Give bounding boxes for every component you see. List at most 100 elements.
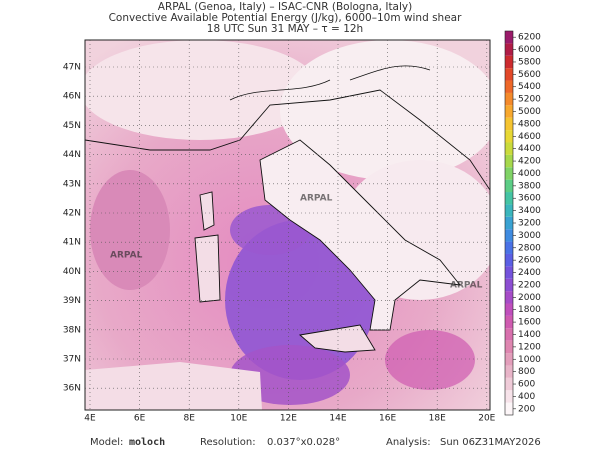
title-line: 18 UTC Sun 31 MAY – τ = 12h bbox=[207, 23, 363, 35]
colorbar-swatch bbox=[505, 68, 513, 81]
title-line: Convective Available Potential Energy (J… bbox=[109, 12, 463, 24]
sardinia bbox=[194, 234, 221, 303]
colorbar-label: 2000 bbox=[518, 293, 541, 303]
colorbar-swatch bbox=[505, 390, 513, 403]
lat-label: 37N bbox=[63, 355, 81, 365]
lat-label: 39N bbox=[63, 296, 81, 306]
lat-label: 47N bbox=[63, 63, 81, 73]
colorbar-swatch bbox=[505, 328, 513, 341]
colorbar-label: 1600 bbox=[518, 318, 541, 328]
colorbar-label: 200 bbox=[518, 404, 535, 414]
lon-label: 6E bbox=[134, 414, 146, 424]
colorbar-label: 2800 bbox=[518, 243, 541, 253]
footer-label: Model: bbox=[90, 437, 123, 448]
colorbar-swatch bbox=[505, 278, 513, 292]
colorbar-swatch bbox=[505, 80, 513, 93]
colorbar-label: 5200 bbox=[518, 95, 541, 105]
colorbar-swatch bbox=[505, 216, 513, 230]
colorbar-swatch bbox=[505, 142, 513, 155]
colorbar-swatch bbox=[505, 402, 513, 415]
colorbar-label: 1400 bbox=[518, 330, 541, 340]
lat-label: 38N bbox=[63, 325, 81, 335]
colorbar-label: 2600 bbox=[518, 256, 541, 266]
colorbar-swatch bbox=[505, 241, 513, 254]
lat-label: 42N bbox=[63, 209, 81, 219]
colorbar-label: 2400 bbox=[518, 268, 541, 278]
colorbar-swatch bbox=[505, 365, 513, 378]
footer-label: Resolution: bbox=[200, 437, 256, 448]
colorbar-label: 3800 bbox=[518, 181, 541, 191]
colorbar-swatch bbox=[505, 353, 513, 366]
field-patch bbox=[385, 330, 475, 390]
colorbar-label: 2200 bbox=[518, 280, 541, 290]
lon-label: 10E bbox=[230, 414, 247, 424]
colorbar-label: 4200 bbox=[518, 157, 541, 167]
colorbar-swatch bbox=[505, 179, 513, 193]
lon-label: 20E bbox=[478, 414, 495, 424]
corsica bbox=[199, 191, 215, 231]
lat-label: 43N bbox=[63, 179, 81, 189]
colorbar-swatch bbox=[505, 43, 513, 56]
watermark: ARPAL bbox=[110, 251, 143, 261]
colorbar-swatch bbox=[505, 105, 513, 118]
lat-label: 45N bbox=[63, 121, 81, 131]
map-frame bbox=[84, 39, 491, 411]
colorbar-label: 3000 bbox=[518, 231, 541, 241]
colorbar-swatch bbox=[505, 154, 513, 168]
footer-label: Analysis: bbox=[386, 437, 431, 448]
colorbar-swatch bbox=[505, 253, 513, 267]
africa-land bbox=[85, 362, 262, 410]
colorbar-label: 1000 bbox=[518, 355, 541, 365]
lat-label: 46N bbox=[63, 92, 81, 102]
colorbar-label: 3400 bbox=[518, 206, 541, 216]
colorbar-swatch bbox=[505, 291, 513, 304]
lat-label: 40N bbox=[63, 267, 81, 277]
colorbar-swatch bbox=[505, 303, 513, 316]
colorbar-swatch bbox=[505, 204, 513, 217]
lon-label: 8E bbox=[183, 414, 195, 424]
field-patch bbox=[90, 170, 170, 290]
colorbar: 200 400 600 800 1000 1200 1400 1600 1800 2000 2200… bbox=[504, 30, 541, 416]
colorbar-label: 3600 bbox=[518, 194, 541, 204]
lon-label: 14E bbox=[329, 414, 346, 424]
colorbar-label: 4000 bbox=[518, 169, 541, 179]
watermark: ARPAL bbox=[300, 194, 333, 204]
footer-value: 0.037°x0.028° bbox=[267, 437, 340, 448]
lon-label: 12E bbox=[280, 414, 297, 424]
lat-label: 44N bbox=[63, 150, 81, 160]
footer-value: moloch bbox=[129, 437, 165, 448]
lat-label: 41N bbox=[63, 238, 81, 248]
colorbar-frame bbox=[504, 30, 514, 416]
colorbar-label: 800 bbox=[518, 367, 535, 377]
colorbar-label: 4800 bbox=[518, 119, 541, 129]
colorbar-swatch bbox=[505, 31, 513, 44]
borders bbox=[229, 65, 431, 101]
colorbar-label: 600 bbox=[518, 380, 535, 390]
colorbar-label: 1800 bbox=[518, 305, 541, 315]
colorbar-label: 5000 bbox=[518, 107, 541, 117]
footer-value: Sun 06Z31MAY2026 bbox=[440, 437, 541, 448]
colorbar-label: 400 bbox=[518, 392, 535, 402]
colorbar-label: 6200 bbox=[518, 33, 541, 43]
colorbar-swatch bbox=[505, 229, 513, 242]
colorbar-label: 5400 bbox=[518, 82, 541, 92]
colorbar-swatch bbox=[505, 117, 513, 131]
map-field bbox=[85, 40, 490, 410]
lon-label: 16E bbox=[379, 414, 396, 424]
colorbar-swatch bbox=[505, 377, 513, 391]
colorbar-swatch bbox=[505, 315, 513, 329]
colorbar-swatch bbox=[505, 167, 513, 180]
map-labels: 47N 46N 45N 44N 43N 42N 41N 40N 39N 38N 37N 36N 4E 6E… bbox=[63, 40, 496, 424]
colorbar-swatch bbox=[505, 55, 513, 69]
title-line: ARPAL (Genoa, Italy) – ISAC-CNR (Bologna… bbox=[158, 1, 412, 13]
colorbar-label: 6000 bbox=[518, 45, 541, 55]
colorbar-swatch bbox=[505, 130, 513, 143]
lon-label: 18E bbox=[429, 414, 446, 424]
colorbar-label: 5800 bbox=[518, 57, 541, 67]
sicily bbox=[298, 324, 376, 353]
lon-label: 4E bbox=[84, 414, 96, 424]
colorbar-label: 4400 bbox=[518, 144, 541, 154]
colorbar-label: 1200 bbox=[518, 342, 541, 352]
colorbar-label: 5600 bbox=[518, 70, 541, 80]
